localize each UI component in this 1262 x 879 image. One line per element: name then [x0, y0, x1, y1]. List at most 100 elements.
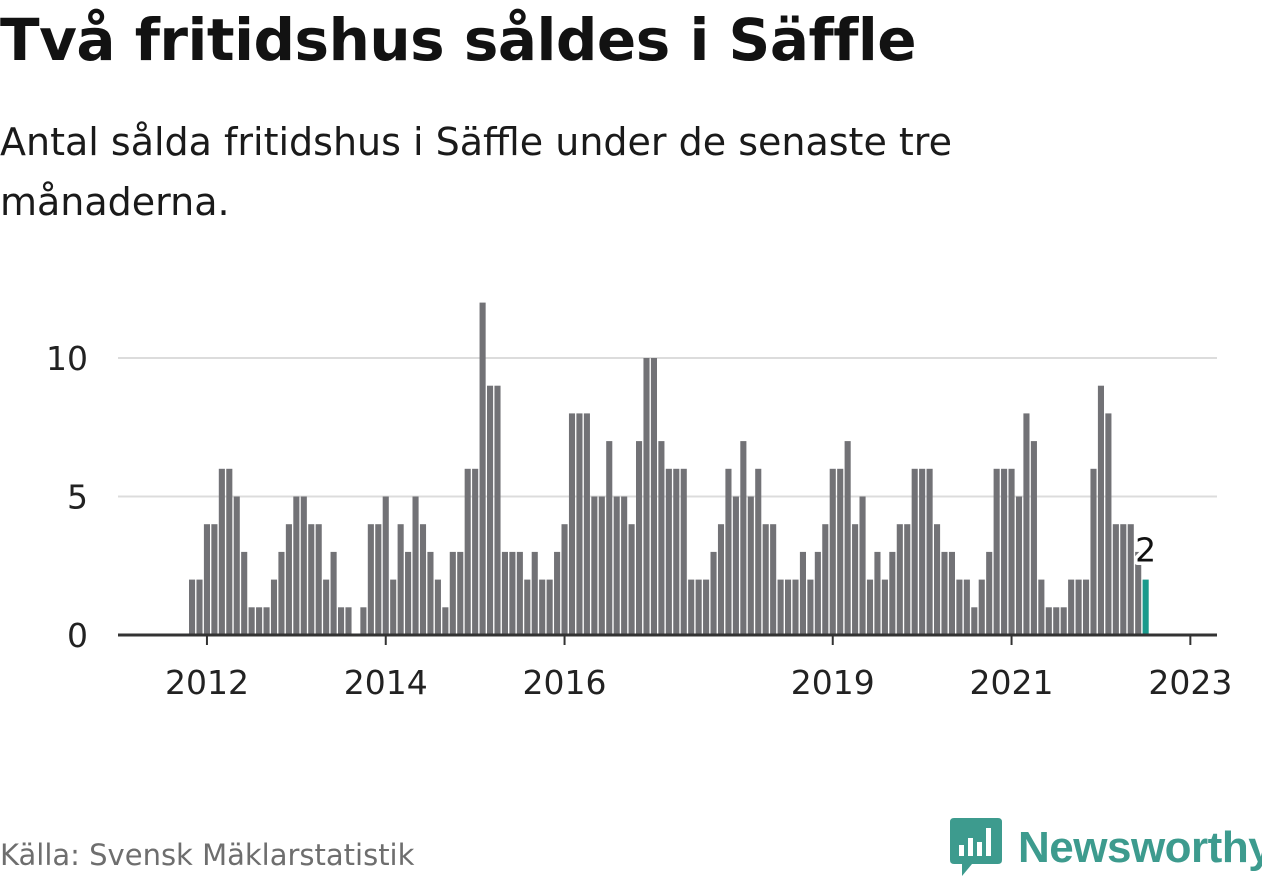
bar: [189, 579, 196, 635]
bar: [479, 302, 486, 635]
bar: [650, 358, 657, 635]
bar: [263, 607, 270, 635]
bar: [1075, 579, 1082, 635]
bar: [1127, 524, 1134, 635]
bar: [1112, 524, 1119, 635]
bar: [524, 579, 531, 635]
bar: [799, 551, 806, 635]
bar: [233, 496, 240, 635]
labels: 0 5 10 2012 2014 2016 2019 2021 2023 2: [46, 339, 1232, 702]
x-tick-label: 2014: [344, 663, 428, 702]
bar: [807, 579, 814, 635]
bar: [464, 468, 471, 635]
bar: [576, 413, 583, 635]
bar: [591, 496, 598, 635]
bar: [248, 607, 255, 635]
bar: [829, 468, 836, 635]
bar: [583, 413, 590, 635]
bar: [777, 579, 784, 635]
x-tick-label: 2016: [523, 663, 607, 702]
bar: [315, 524, 322, 635]
bar: [196, 579, 203, 635]
bar: [360, 607, 367, 635]
bar: [367, 524, 374, 635]
bar: [703, 579, 710, 635]
x-tick-label: 2012: [165, 663, 249, 702]
bars: [189, 302, 1149, 635]
bar: [837, 468, 844, 635]
bar: [844, 441, 851, 635]
x-tick-label: 2023: [1148, 663, 1232, 702]
bar: [911, 468, 918, 635]
bar: [1090, 468, 1097, 635]
bar: [539, 579, 546, 635]
bar: [978, 579, 985, 635]
bar: [762, 524, 769, 635]
bar: [427, 551, 434, 635]
bar: [963, 579, 970, 635]
brand-name: Newsworthy: [1018, 823, 1262, 872]
bar: [770, 524, 777, 635]
bar: [934, 524, 941, 635]
bar: [628, 524, 635, 635]
bar: [345, 607, 352, 635]
bar: [598, 496, 605, 635]
bar: [568, 413, 576, 635]
bar: [606, 441, 613, 635]
bar: [636, 441, 643, 635]
bar: [1060, 607, 1067, 635]
bar: [740, 441, 747, 635]
bar: [755, 468, 762, 635]
bar: [1068, 579, 1075, 635]
bar: [710, 551, 717, 635]
bar: [665, 468, 672, 635]
bar: [1030, 441, 1037, 635]
bar: [218, 468, 225, 635]
bar: [680, 468, 687, 635]
bar: [285, 524, 292, 635]
bar: [658, 441, 665, 635]
bar: [986, 551, 993, 635]
bar: [814, 551, 821, 635]
bar: [338, 607, 345, 635]
x-tick-label: 2019: [791, 663, 875, 702]
bar: [971, 607, 978, 635]
newsworthy-logo-icon: [950, 818, 1002, 876]
bar: [509, 551, 516, 635]
bar: [390, 579, 397, 635]
bar: [919, 468, 926, 635]
bar: [278, 551, 285, 635]
bar: [226, 468, 233, 635]
brand-logo[interactable]: Newsworthy: [950, 818, 1262, 878]
bar: [516, 551, 523, 635]
bar: [1135, 551, 1142, 635]
bar: [323, 579, 330, 635]
bar: [412, 496, 419, 635]
bar: [881, 579, 888, 635]
bar: [561, 524, 568, 635]
y-tick-label: 0: [67, 616, 88, 655]
x-tick-label: 2021: [970, 663, 1054, 702]
bar: [546, 579, 553, 635]
bar: [621, 496, 628, 635]
y-tick-label: 10: [46, 339, 88, 378]
bar: [472, 468, 479, 635]
bar: [941, 551, 948, 635]
axes: [118, 633, 1217, 645]
bar: [1045, 607, 1052, 635]
bar: [896, 524, 903, 635]
bar: [725, 468, 732, 635]
bar: [256, 607, 263, 635]
bar: [501, 551, 508, 635]
bar: [434, 579, 441, 635]
bar-chart: 0 5 10 2012 2014 2016 2019 2021 2023 2: [46, 302, 1232, 702]
bar: [1015, 496, 1023, 635]
chart-subtitle: Antal sålda fritidshus i Säffle under de…: [0, 120, 952, 224]
bar: [717, 524, 725, 635]
bar: [673, 468, 680, 635]
bar: [487, 385, 494, 635]
data-label-last: 2: [1135, 531, 1156, 570]
bar: [330, 551, 337, 635]
bar: [300, 496, 307, 635]
bar: [859, 496, 866, 635]
